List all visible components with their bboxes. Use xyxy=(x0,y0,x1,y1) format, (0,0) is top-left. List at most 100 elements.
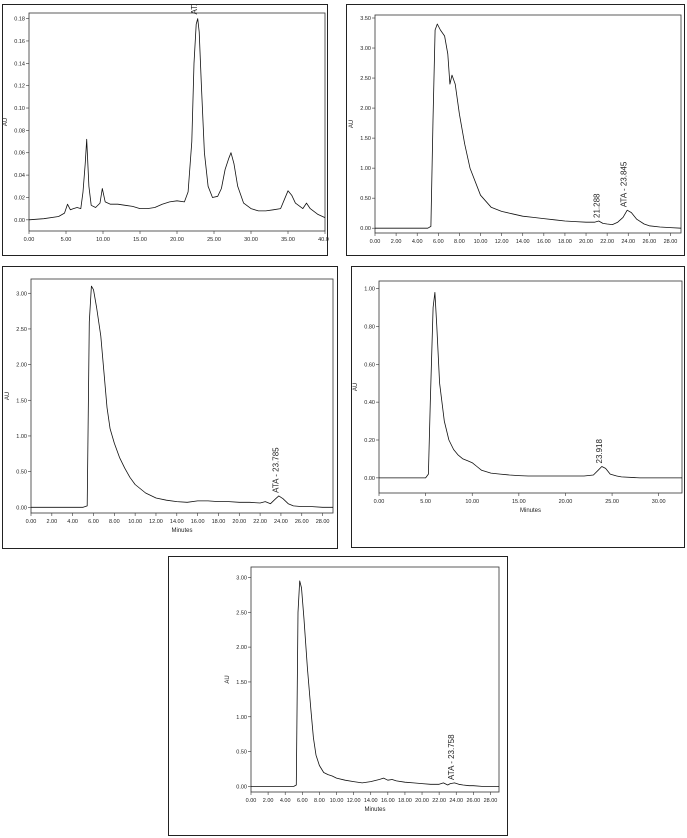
x-tick-label: 24.00 xyxy=(621,239,635,245)
y-axis-label: AU xyxy=(349,120,355,128)
x-tick-label: 10.00 xyxy=(330,798,344,804)
x-tick-label: 4.00 xyxy=(67,519,78,525)
x-tick-label: 24.00 xyxy=(449,798,463,804)
x-tick-label: 14.00 xyxy=(170,519,184,525)
x-tick-label: 24.00 xyxy=(274,519,288,525)
y-axis-label: AU xyxy=(225,675,231,683)
y-tick-label: 0.00 xyxy=(360,226,371,232)
x-tick-label: 20.00 xyxy=(415,798,429,804)
y-tick-label: 0.60 xyxy=(364,362,375,368)
y-tick-label: 2.50 xyxy=(360,76,371,82)
chromatogram-plot-4: 0.00 5.00 10.00 15.00 20.00 25.00 30.00 0.00 0.2… xyxy=(353,280,683,514)
x-tick-label: 0.00 xyxy=(374,499,385,505)
y-axis-label: AU xyxy=(5,392,11,400)
y-tick-label: 0.04 xyxy=(14,173,25,179)
y-tick-label: 1.00 xyxy=(236,715,247,721)
chromatogram-trace xyxy=(31,285,333,508)
peak-label: ATA - 23.785 xyxy=(272,447,281,493)
chromatogram-plot-3: 0.00 2.00 4.00 6.00 8.00 10.00 12.00 14.00 16.00… xyxy=(5,278,334,534)
x-tick-label: 20.00 xyxy=(559,499,573,505)
x-tick-label: 35.00 xyxy=(281,237,295,243)
x-tick-label: 14.00 xyxy=(364,798,378,804)
y-tick-label: 0.12 xyxy=(14,84,25,90)
y-tick-label: 0.50 xyxy=(360,196,371,202)
x-tick-label: 22.00 xyxy=(253,519,267,525)
x-tick-label: 18.00 xyxy=(398,798,412,804)
y-tick-label: 3.00 xyxy=(360,46,371,52)
x-tick-label: 10.00 xyxy=(128,519,142,525)
x-tick-label: 8.00 xyxy=(454,239,465,245)
x-tick-label: 6.00 xyxy=(88,519,99,525)
x-tick-label: 2.00 xyxy=(391,239,402,245)
x-tick-label: 5.00 xyxy=(420,499,431,505)
chromatogram-trace xyxy=(375,23,682,229)
y-tick-label: 3.00 xyxy=(16,291,27,297)
y-tick-label: 1.50 xyxy=(16,398,27,404)
y-tick-label: 1.00 xyxy=(364,287,375,293)
x-tick-label: 12.00 xyxy=(347,798,361,804)
y-tick-label: 2.50 xyxy=(16,327,27,333)
y-tick-label: 2.00 xyxy=(236,645,247,651)
x-tick-label: 30.00 xyxy=(652,499,666,505)
y-tick-label: 0.14 xyxy=(14,61,25,67)
x-tick-label: 0.00 xyxy=(370,239,381,245)
x-tick-label: 30.00 xyxy=(244,237,258,243)
chromatogram-panel-2: 0.00 2.00 4.00 6.00 8.00 10.00 12.00 14.00 16.00… xyxy=(346,4,685,256)
chromatogram-panel-1: 0.00 5.00 10.00 15.00 20.00 25.00 30.00 35.00 40… xyxy=(2,4,329,256)
y-tick-label: 0.00 xyxy=(236,784,247,790)
plot-frame xyxy=(30,278,334,514)
plot-frame xyxy=(250,566,500,793)
x-tick-label: 0.00 xyxy=(26,519,37,525)
x-tick-label: 6.00 xyxy=(297,798,308,804)
y-tick-label: 0.02 xyxy=(14,195,25,201)
y-tick-label: 0.08 xyxy=(14,128,25,134)
peak-label: ATA - 23.758 xyxy=(447,734,456,780)
x-axis-label: Minutes xyxy=(520,508,541,514)
x-tick-label: 14.00 xyxy=(516,239,530,245)
x-tick-label: 16.00 xyxy=(381,798,395,804)
x-tick-label: 18.00 xyxy=(558,239,572,245)
x-tick-label: 6.00 xyxy=(433,239,444,245)
chromatogram-panel-3: 0.00 2.00 4.00 6.00 8.00 10.00 12.00 14.00 16.00… xyxy=(2,266,338,549)
x-tick-label: 10.00 xyxy=(96,237,110,243)
x-tick-label: 22.00 xyxy=(432,798,446,804)
x-tick-label: 16.00 xyxy=(191,519,205,525)
x-tick-label: 15.00 xyxy=(133,237,147,243)
chromatogram-panel-5: 0.00 2.00 4.00 6.00 8.00 10.00 12.00 14.00 16.00… xyxy=(168,556,508,836)
chromatogram-trace xyxy=(379,292,682,479)
y-tick-label: 1.00 xyxy=(360,166,371,172)
x-tick-label: 40.00 xyxy=(318,237,329,243)
y-tick-label: 1.50 xyxy=(236,680,247,686)
chromatogram-plot-1: 0.00 5.00 10.00 15.00 20.00 25.00 30.00 35.00 40… xyxy=(3,5,329,243)
chromatogram-trace xyxy=(251,580,499,787)
y-axis-label: AU xyxy=(353,383,359,391)
y-tick-label: 0.50 xyxy=(236,750,247,756)
y-tick-label: 0.00 xyxy=(16,505,27,511)
x-tick-label: 25.00 xyxy=(605,499,619,505)
y-tick-label: 0.40 xyxy=(364,400,375,406)
plot-frame xyxy=(374,14,682,234)
x-tick-label: 2.00 xyxy=(263,798,274,804)
x-tick-label: 26.00 xyxy=(295,519,309,525)
x-tick-label: 4.00 xyxy=(412,239,423,245)
x-tick-label: 26.00 xyxy=(466,798,480,804)
y-tick-label: 0.00 xyxy=(14,218,25,224)
chromatogram-plot-5: 0.00 2.00 4.00 6.00 8.00 10.00 12.00 14.00 16.00… xyxy=(225,566,500,813)
y-tick-label: 3.00 xyxy=(236,575,247,581)
x-tick-label: 28.00 xyxy=(664,239,678,245)
plot-frame xyxy=(28,12,326,232)
x-tick-label: 5.00 xyxy=(61,237,72,243)
x-tick-label: 16.00 xyxy=(537,239,551,245)
peak-label: ATA - 23.845 xyxy=(620,161,629,207)
x-tick-label: 10.00 xyxy=(474,239,488,245)
x-tick-label: 12.00 xyxy=(149,519,163,525)
x-tick-label: 0.00 xyxy=(246,798,257,804)
x-tick-label: 2.00 xyxy=(46,519,57,525)
peak-label: 23.918 xyxy=(595,438,604,463)
peak-label: ATA - 22.722 xyxy=(190,5,199,14)
x-tick-label: 20.00 xyxy=(170,237,184,243)
y-tick-label: 0.06 xyxy=(14,151,25,157)
y-tick-label: 0.80 xyxy=(364,324,375,330)
y-tick-label: 0.20 xyxy=(364,438,375,444)
x-tick-label: 28.00 xyxy=(484,798,498,804)
